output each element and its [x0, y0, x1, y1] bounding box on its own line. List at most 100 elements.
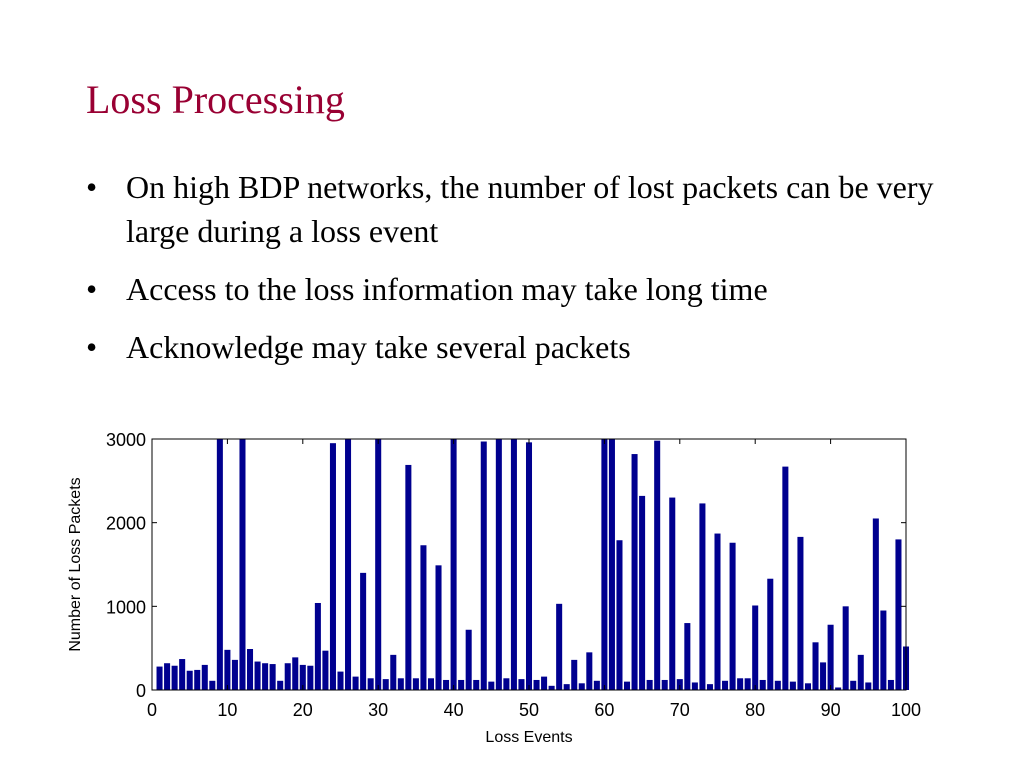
x-tick-label: 80: [745, 700, 765, 720]
bar: [345, 439, 352, 690]
bar: [367, 678, 374, 690]
bar: [458, 679, 465, 690]
bar: [186, 670, 193, 690]
bar: [737, 678, 744, 690]
bar: [804, 683, 811, 690]
bar: [872, 518, 879, 690]
y-tick-label: 0: [136, 681, 146, 701]
bar: [322, 650, 329, 690]
bar: [827, 624, 834, 690]
bar: [337, 671, 344, 690]
bar: [525, 442, 533, 690]
bar: [593, 680, 600, 690]
bar: [405, 464, 412, 690]
bar: [774, 680, 781, 690]
bar: [299, 664, 306, 690]
bar: [239, 439, 246, 690]
bar: [729, 542, 736, 690]
bar: [360, 572, 367, 690]
bar: [254, 661, 261, 690]
x-tick-label: 50: [519, 700, 539, 720]
bar: [412, 678, 419, 690]
bar: [857, 654, 864, 690]
bar: [797, 536, 804, 690]
bar: [835, 687, 842, 690]
bullet-text: On high BDP networks, the number of lost…: [126, 169, 934, 249]
bar: [586, 652, 593, 690]
bar: [480, 441, 487, 690]
bullet-item: • On high BDP networks, the number of lo…: [86, 165, 986, 253]
bullet-item: • Acknowledge may take several packets: [86, 325, 986, 369]
x-tick-label: 20: [293, 700, 313, 720]
bar: [427, 678, 434, 690]
y-tick-label: 3000: [106, 430, 146, 450]
bar: [533, 679, 540, 690]
bar: [608, 439, 615, 690]
bar: [744, 678, 751, 690]
bullet-text: Access to the loss information may take …: [126, 271, 768, 307]
bullet-dot-icon: •: [86, 271, 98, 307]
bar: [842, 606, 849, 690]
bar: [684, 623, 691, 690]
bar: [352, 676, 359, 690]
bar: [390, 654, 397, 690]
bar: [224, 649, 231, 690]
bar: [639, 495, 646, 690]
bar: [495, 439, 502, 690]
bar: [171, 665, 178, 690]
bar: [269, 664, 276, 690]
bar: [216, 439, 223, 690]
bar: [314, 602, 321, 690]
bar: [563, 684, 570, 690]
bar-series: [156, 439, 910, 690]
bar: [865, 682, 872, 690]
bullet-dot-icon: •: [86, 169, 98, 205]
slide-title: Loss Processing: [86, 77, 345, 122]
bar: [676, 679, 683, 690]
bar: [307, 665, 314, 690]
bar: [571, 659, 578, 690]
bullet-text: Acknowledge may take several packets: [126, 329, 631, 365]
x-tick-label: 90: [821, 700, 841, 720]
x-tick-label: 60: [594, 700, 614, 720]
bar: [473, 679, 480, 690]
bar: [691, 682, 698, 690]
bar: [488, 681, 495, 690]
bar: [443, 679, 450, 690]
bar: [601, 439, 608, 690]
x-tick-label: 70: [670, 700, 690, 720]
bullet-item: • Access to the loss information may tak…: [86, 267, 986, 311]
bar: [164, 663, 171, 690]
bar: [820, 662, 827, 690]
bar: [179, 659, 186, 690]
bar: [714, 533, 721, 690]
bar: [722, 680, 729, 690]
bar: [850, 680, 857, 690]
x-tick-label: 40: [444, 700, 464, 720]
bar: [624, 681, 631, 690]
bar: [156, 666, 163, 690]
y-tick-label: 1000: [106, 597, 146, 617]
bar: [247, 649, 254, 690]
y-axis-label: Number of Loss Packets: [67, 477, 84, 651]
bar: [706, 684, 713, 690]
bar: [887, 679, 894, 690]
bar: [397, 678, 404, 690]
bar: [375, 439, 382, 690]
bar: [435, 565, 442, 690]
x-tick-label: 0: [147, 700, 157, 720]
bar: [262, 663, 269, 690]
bar: [194, 669, 201, 690]
bar: [752, 605, 759, 690]
x-tick-label: 100: [891, 700, 921, 720]
bar: [231, 659, 238, 690]
bar: [284, 663, 291, 690]
bar: [548, 685, 555, 690]
bar: [880, 610, 887, 690]
bullet-dot-icon: •: [86, 329, 98, 365]
bar: [556, 603, 563, 690]
x-tick-label: 10: [217, 700, 237, 720]
bar: [661, 679, 668, 690]
